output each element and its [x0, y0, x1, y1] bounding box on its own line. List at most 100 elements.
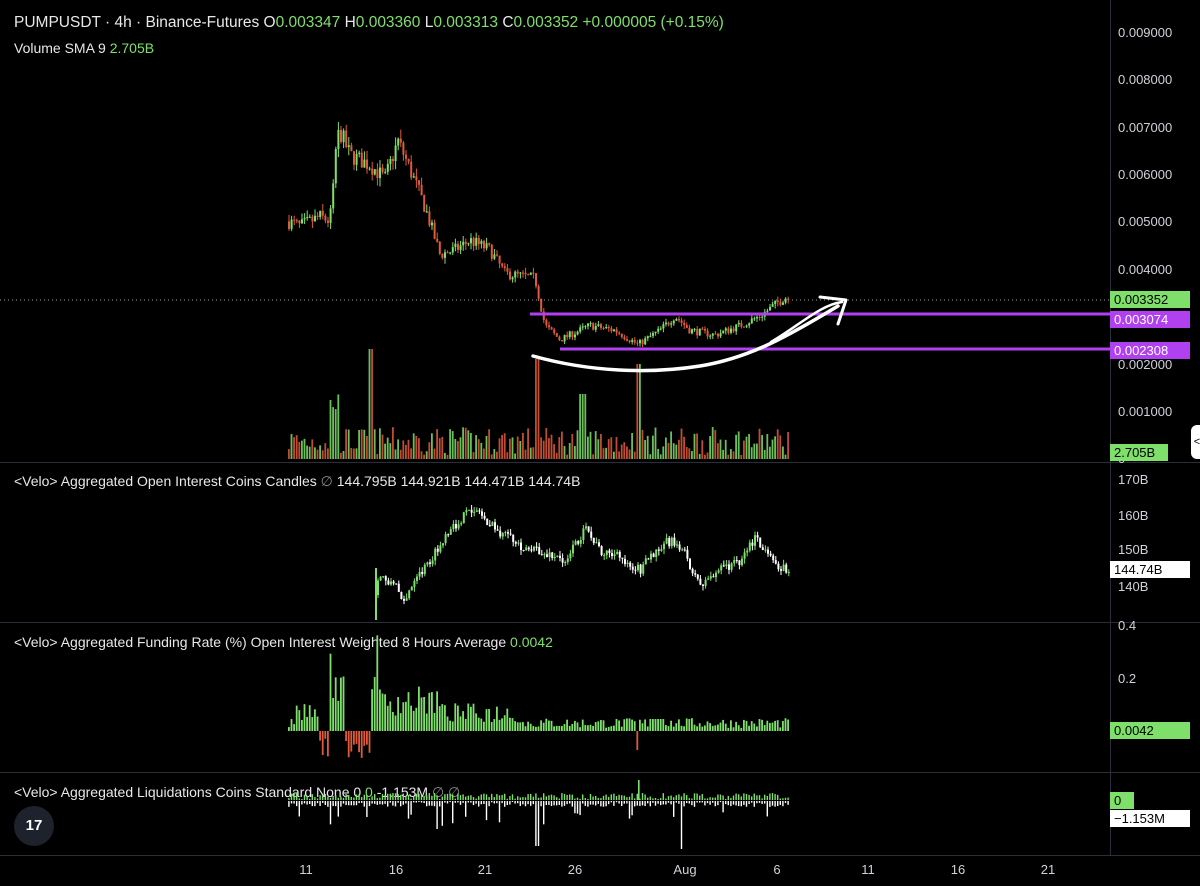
- candle-body: [620, 333, 623, 338]
- funding-tick: 0.2: [1118, 671, 1137, 686]
- candle-body: [446, 252, 449, 254]
- candle-body: [501, 263, 504, 267]
- liq-bar-short: [337, 801, 339, 817]
- liq-bar-short: [678, 801, 680, 804]
- liq-bar-long: [358, 794, 360, 800]
- funding-bar-positive: [376, 635, 379, 731]
- liq-bar-short: [522, 801, 524, 805]
- liq-bar-short: [787, 801, 789, 805]
- funding-bar-negative: [355, 731, 358, 744]
- funding-bar-positive: [626, 718, 628, 731]
- liq-bar-short: [436, 801, 438, 829]
- funding-bar-positive: [298, 710, 301, 731]
- liq-bar-long: [428, 793, 430, 800]
- liq-bar-long: [740, 796, 742, 800]
- candle-body: [386, 164, 389, 172]
- high-label: H: [344, 14, 356, 31]
- candle-body: [454, 243, 457, 248]
- candle-body: [428, 211, 431, 226]
- liq-bar-long: [296, 793, 298, 800]
- oi-candle-body: [486, 518, 489, 525]
- liq-bar-short: [467, 801, 469, 803]
- arrow-head-icon[interactable]: [818, 295, 848, 326]
- liq-bar-long: [667, 796, 670, 800]
- oi-candle-body: [509, 533, 512, 535]
- funding-bar-positive: [493, 719, 496, 731]
- liq-bar-spike: [638, 780, 640, 800]
- liq-bar-short: [379, 801, 381, 805]
- liq-bar-short: [501, 801, 503, 804]
- liq-bar-short: [306, 801, 308, 805]
- oi-candle-body: [395, 583, 398, 585]
- funding-bar-positive: [306, 716, 308, 731]
- volume-bar: [389, 443, 392, 459]
- volume-bar: [719, 439, 722, 459]
- liq-bar-short: [316, 801, 319, 804]
- candle-body: [735, 324, 738, 332]
- oi-candle-body: [478, 510, 481, 512]
- liq-bar-short: [350, 801, 352, 806]
- candle-body: [641, 339, 644, 345]
- candle-body: [485, 243, 488, 249]
- rounded-bottom-curve[interactable]: [531, 304, 840, 373]
- liq-bar-long: [423, 795, 425, 800]
- volume-bar: [771, 439, 774, 459]
- liq-bar-long: [485, 794, 488, 800]
- volume-bar: [360, 429, 363, 459]
- tradingview-logo[interactable]: 17: [14, 806, 54, 846]
- candle-body: [358, 152, 361, 154]
- liq-zero-badge: 0: [1110, 792, 1134, 809]
- candle-body: [782, 302, 784, 305]
- volume-bar: [451, 431, 454, 459]
- candle-body: [319, 210, 322, 217]
- oi-candle-body: [384, 576, 387, 581]
- oi-candle-body: [429, 562, 431, 564]
- oi-candle-body: [582, 528, 585, 541]
- liq-bar-long: [779, 798, 781, 800]
- funding-legend-name: <Velo> Aggregated Funding Rate (%) Open …: [14, 634, 507, 650]
- funding-bar-negative: [353, 731, 355, 745]
- liq-legend-name: <Velo> Aggregated Liquidations Coins Sta…: [14, 784, 362, 800]
- oi-candle-body: [754, 535, 756, 546]
- candle-body: [568, 331, 571, 338]
- liq-bar-long: [407, 794, 410, 800]
- oi-candle-body: [629, 562, 632, 567]
- collapse-panel-icon[interactable]: <: [1191, 425, 1200, 459]
- chart-canvas[interactable]: [0, 0, 1110, 855]
- liq-bar-long: [462, 794, 464, 800]
- funding-bar-positive: [334, 677, 337, 731]
- liq-bar-short: [309, 801, 311, 805]
- pane-separator-3: [0, 772, 1200, 773]
- funding-bar-positive: [402, 702, 405, 731]
- volume-bar: [743, 440, 745, 459]
- candle-body: [623, 337, 626, 340]
- liq-bar-short: [491, 801, 493, 803]
- price-tick: 0.002000: [1118, 357, 1173, 372]
- oi-candle-body: [689, 558, 691, 569]
- candle-body: [581, 326, 584, 328]
- funding-bar-positive: [555, 725, 558, 731]
- volume-bar: [470, 432, 472, 459]
- liq-bar-short: [548, 801, 550, 805]
- oi-candle-body: [626, 562, 629, 565]
- hide-icon[interactable]: ∅: [320, 473, 333, 489]
- liq-bar-long: [355, 794, 358, 800]
- time-tick: 11: [299, 862, 313, 877]
- volume-bar: [462, 427, 464, 459]
- volume-bar: [561, 431, 563, 459]
- volume-bar: [545, 427, 548, 459]
- volume-bar: [295, 435, 298, 459]
- volume-bar: [446, 454, 449, 459]
- volume-bar: [704, 454, 706, 459]
- oi-candle-body: [473, 511, 476, 513]
- volume-bar: [553, 444, 555, 459]
- arrow-shaft[interactable]: [769, 300, 844, 344]
- candle-body: [475, 237, 478, 246]
- liq-bar-short: [394, 801, 397, 807]
- liq-bar-long: [787, 797, 789, 800]
- candle-body: [371, 168, 374, 175]
- liq-bar-long: [662, 793, 664, 800]
- liq-bar-short: [589, 801, 592, 805]
- liq-bar-long: [782, 798, 784, 800]
- oi-candle-body: [600, 546, 603, 556]
